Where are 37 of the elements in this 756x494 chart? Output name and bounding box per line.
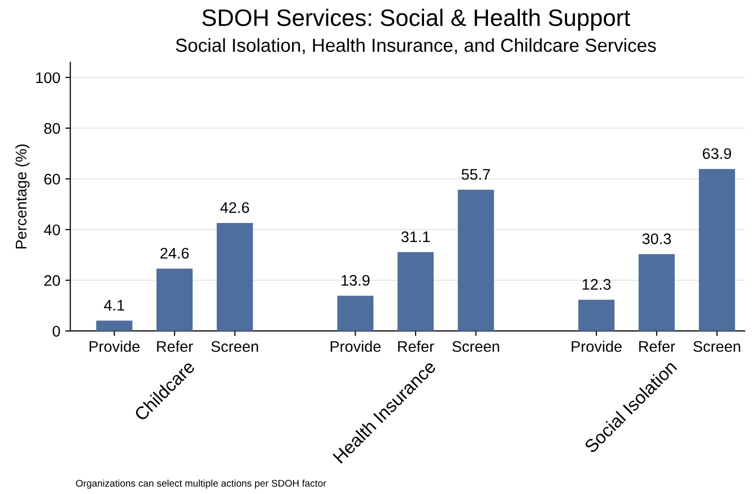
x-tick-label: Provide <box>572 340 622 352</box>
data-label: 12.3 <box>582 279 611 290</box>
bar <box>337 296 374 331</box>
data-label: 30.3 <box>642 233 671 244</box>
data-label: 24.6 <box>160 248 189 259</box>
chart-subtitle: Social Isolation, Health Insurance, and Childcare Services <box>176 38 656 54</box>
y-tick-label: 20 <box>44 275 60 286</box>
data-label: 13.9 <box>342 274 370 286</box>
y-tick-label: 40 <box>44 224 60 236</box>
y-tick-label: 60 <box>44 174 60 185</box>
bar <box>398 252 434 331</box>
x-tick-label: Refer <box>639 340 676 352</box>
x-tick-label: Provide <box>90 340 140 352</box>
chart-title: SDOH Services: Social & Health Support <box>202 8 630 31</box>
x-tick-label: Screen <box>211 341 258 352</box>
x-tick-label: Screen <box>693 341 740 352</box>
data-label: 31.1 <box>401 231 430 242</box>
bar <box>216 222 253 331</box>
bar <box>578 300 614 331</box>
bar <box>698 168 736 331</box>
text: Organizations can select multiple actions per SDOH factor <box>76 480 326 489</box>
data-label: 55.7 <box>462 169 490 180</box>
bar <box>96 320 132 331</box>
data-label: 42.6 <box>220 202 250 214</box>
y-axis-title: Percentage (%) <box>15 144 30 248</box>
x-tick-label: Refer <box>398 340 434 352</box>
data-label: 4.1 <box>104 300 124 310</box>
x-tick-label: Refer <box>157 340 193 352</box>
x-tick-label: Provide <box>330 340 381 352</box>
y-tick-label: 0 <box>52 326 60 337</box>
x-tick-label: Screen <box>452 341 500 352</box>
bar <box>458 190 494 331</box>
data-label: 63.9 <box>702 148 732 160</box>
bar <box>156 268 193 331</box>
bar <box>638 254 675 331</box>
y-tick-label: 80 <box>44 123 60 134</box>
y-tick-label: 100 <box>36 72 60 84</box>
